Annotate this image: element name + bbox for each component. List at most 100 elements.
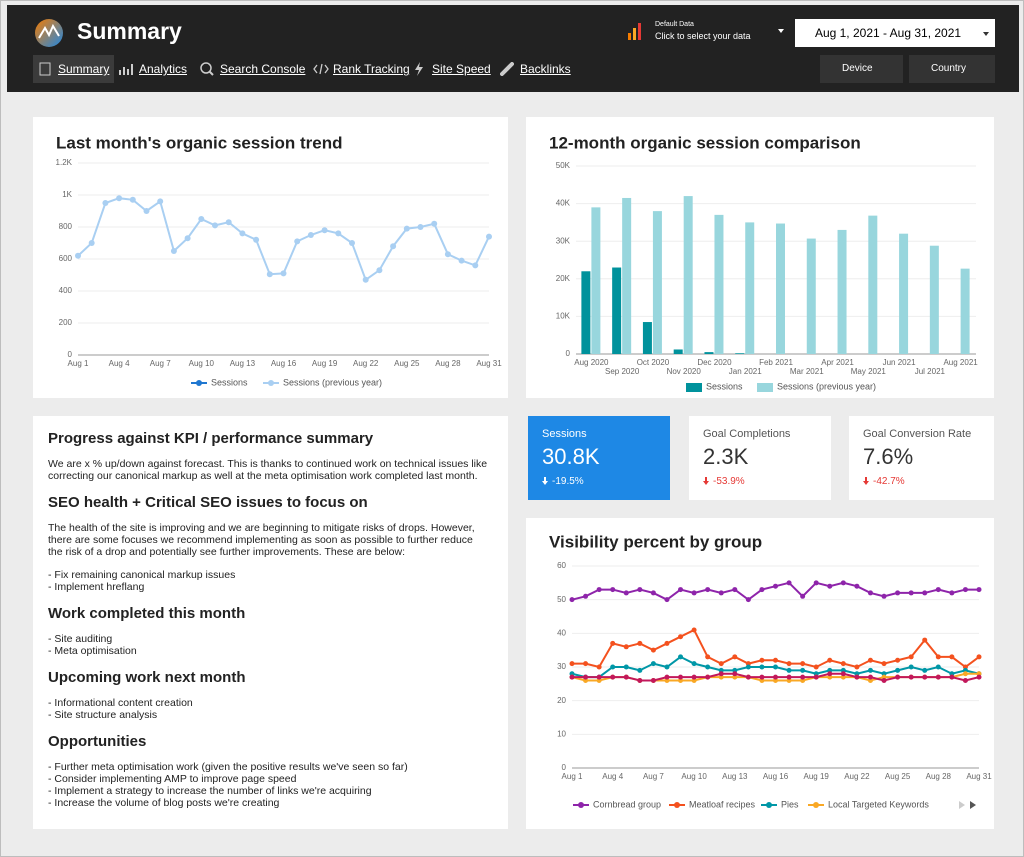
y-tick-label: 50K bbox=[556, 161, 571, 170]
point bbox=[718, 661, 724, 667]
bar bbox=[612, 267, 622, 354]
y-tick-label: 60 bbox=[557, 561, 566, 570]
filter[interactable]: Country bbox=[909, 55, 995, 83]
chart-title: Last month's organic session trend bbox=[56, 133, 343, 152]
point bbox=[759, 657, 765, 663]
point bbox=[718, 671, 724, 677]
legend-swatch bbox=[686, 383, 702, 392]
point bbox=[691, 674, 697, 680]
nav-label[interactable]: Rank Tracking bbox=[333, 62, 410, 76]
x-tick-label: Aug 25 bbox=[394, 359, 420, 368]
x-tick-label: Aug 7 bbox=[150, 359, 171, 368]
bar bbox=[899, 233, 909, 354]
data-source-icon bbox=[628, 23, 641, 40]
scorecard: Goal Conversion Rate 7.6% -42.7% bbox=[849, 416, 994, 500]
point bbox=[431, 220, 438, 227]
bar bbox=[591, 207, 601, 354]
point bbox=[908, 674, 914, 680]
point bbox=[198, 216, 205, 222]
point bbox=[935, 587, 941, 593]
scorecard-change: -42.7% bbox=[863, 476, 980, 487]
series-line bbox=[77, 197, 490, 282]
x-tick-label: Aug 19 bbox=[312, 359, 338, 368]
change-text: -19.5% bbox=[552, 476, 584, 487]
x-tick-label: Aug 7 bbox=[643, 772, 664, 781]
nav-label[interactable]: Backlinks bbox=[520, 62, 571, 76]
point bbox=[294, 238, 301, 245]
y-tick-label: 1.2K bbox=[56, 158, 73, 167]
point bbox=[129, 196, 136, 203]
x-tick-label: Aug 1 bbox=[68, 359, 89, 368]
x-tick-label: Aug 4 bbox=[109, 359, 130, 368]
point bbox=[881, 661, 887, 667]
point bbox=[623, 590, 629, 596]
point bbox=[623, 644, 629, 650]
nav-item[interactable]: Rank Tracking bbox=[309, 57, 410, 81]
legend-next[interactable] bbox=[970, 801, 976, 809]
nav-item[interactable]: Summary bbox=[34, 57, 109, 81]
point bbox=[212, 222, 218, 229]
list-item: - Fix remaining canonical markup issues bbox=[48, 569, 236, 581]
legend-dot bbox=[268, 380, 274, 386]
x-tick-label: Dec 2020 bbox=[697, 358, 732, 367]
x-tick-label: Aug 13 bbox=[230, 359, 256, 368]
list-item: - Site auditing bbox=[48, 633, 113, 645]
scorecard-label: Goal Conversion Rate bbox=[863, 428, 972, 440]
list-item: - Implement hreflang bbox=[48, 581, 145, 593]
nav-label[interactable]: Summary bbox=[58, 62, 110, 76]
point bbox=[922, 590, 928, 596]
point bbox=[583, 593, 589, 599]
point bbox=[116, 195, 123, 202]
point bbox=[718, 590, 724, 596]
data-source-name[interactable]: Default Data bbox=[655, 21, 694, 28]
point bbox=[664, 640, 670, 646]
date-range[interactable]: Aug 1, 2021 - Aug 31, 2021 bbox=[795, 19, 995, 47]
point bbox=[976, 587, 982, 593]
x-tick-label: Aug 2021 bbox=[943, 358, 978, 367]
point bbox=[867, 590, 873, 596]
nav-item[interactable]: Search Console bbox=[196, 57, 305, 81]
list-item: - Informational content creation bbox=[48, 697, 193, 709]
x-tick-label: Aug 25 bbox=[885, 772, 911, 781]
nav-label[interactable]: Site Speed bbox=[432, 62, 491, 76]
legend-dot bbox=[813, 802, 819, 808]
legend-label: Local Targeted Keywords bbox=[828, 799, 929, 809]
data-source-hint[interactable]: Click to select your data bbox=[655, 31, 751, 41]
point bbox=[840, 661, 846, 667]
point bbox=[596, 674, 602, 680]
list-item: - Implement a strategy to increase the n… bbox=[48, 785, 372, 797]
bar bbox=[683, 196, 693, 354]
point bbox=[962, 587, 968, 593]
bar bbox=[745, 222, 755, 354]
list-item: - Site structure analysis bbox=[48, 709, 158, 721]
logo bbox=[35, 19, 63, 47]
nav-label[interactable]: Search Console bbox=[220, 62, 306, 76]
nav-item[interactable]: Site Speed bbox=[408, 57, 491, 81]
point bbox=[922, 674, 928, 680]
point bbox=[335, 230, 342, 237]
point bbox=[895, 657, 901, 663]
nav-label[interactable]: Analytics bbox=[139, 62, 188, 76]
point bbox=[664, 674, 670, 680]
y-tick-label: 400 bbox=[59, 286, 73, 295]
nav-item[interactable]: Analytics bbox=[115, 57, 187, 81]
filter[interactable]: Device bbox=[820, 55, 903, 83]
paragraph: We are x % up/down against forecast. Thi… bbox=[48, 458, 488, 482]
y-tick-label: 50 bbox=[557, 595, 566, 604]
x-tick-label: Aug 28 bbox=[926, 772, 952, 781]
nav-item[interactable]: Backlinks bbox=[496, 57, 571, 81]
point bbox=[280, 270, 287, 277]
point bbox=[854, 674, 860, 680]
point bbox=[908, 590, 914, 596]
legend-prev[interactable] bbox=[959, 801, 965, 809]
y-tick-label: 10 bbox=[557, 729, 566, 738]
point bbox=[691, 627, 697, 633]
bar bbox=[652, 211, 662, 354]
point bbox=[773, 674, 778, 680]
point bbox=[895, 674, 901, 680]
point bbox=[170, 248, 177, 254]
point bbox=[881, 677, 887, 683]
x-tick-label: Sep 2020 bbox=[605, 367, 640, 376]
point bbox=[827, 583, 833, 589]
y-tick-label: 30 bbox=[557, 662, 566, 671]
